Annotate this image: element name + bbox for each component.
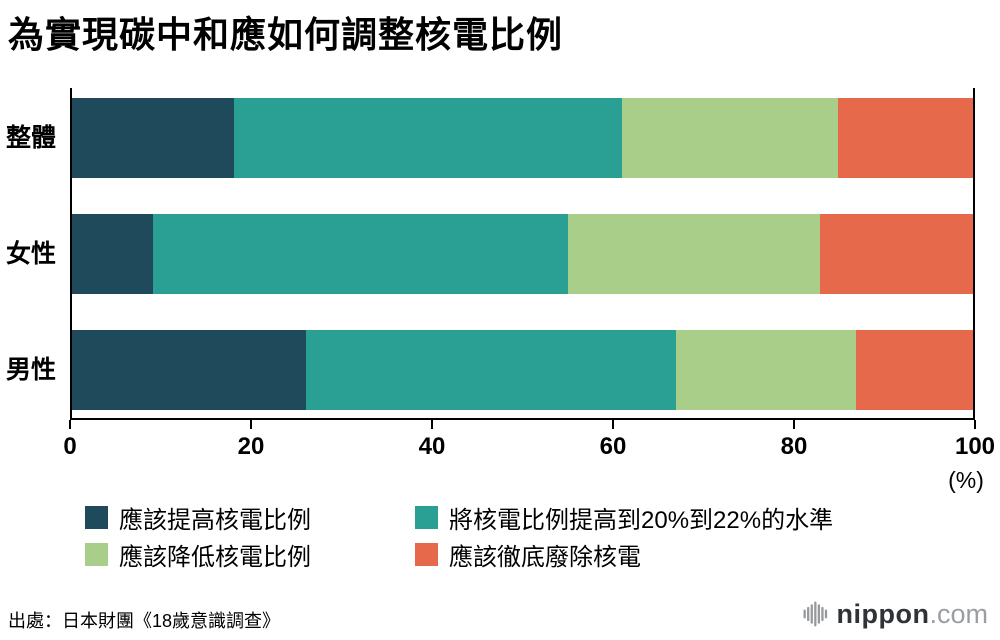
category-label: 整體: [6, 124, 57, 152]
logo-text: nippon.com: [837, 599, 988, 630]
bar-row: [72, 98, 973, 178]
bar-segment: [234, 98, 622, 178]
bar-segment: [675, 330, 856, 410]
bar-row: [72, 330, 973, 410]
bar-segment: [837, 98, 973, 178]
tick-mark: [250, 420, 252, 429]
tick-mark: [69, 420, 71, 429]
category-label: 男性: [6, 356, 57, 384]
tick-label: 40: [418, 433, 446, 460]
tick-label: 0: [63, 433, 77, 460]
legend-item: 將核電比例提高到20%到22%的水準: [415, 503, 834, 534]
soundwave-icon: [803, 601, 827, 627]
legend-label: 應該降低核電比例: [119, 544, 311, 571]
chart-title: 為實現碳中和應如何調整核電比例: [8, 14, 564, 55]
legend-item: 應該降低核電比例: [85, 540, 415, 571]
legend-swatch: [415, 506, 438, 529]
source-note: 出處：日本財團《18歲意識調查》: [8, 611, 281, 631]
bar-segment: [72, 98, 235, 178]
logo-brand: nippon: [836, 598, 930, 629]
tick-mark: [431, 420, 433, 429]
legend-item: 應該徹底廢除核電: [415, 540, 833, 571]
bar-segment: [819, 214, 973, 294]
legend-swatch: [415, 543, 438, 566]
legend-item: 應該提高核電比例: [85, 503, 415, 534]
bar-segment: [72, 214, 154, 294]
bar-segment: [306, 330, 676, 410]
legend-swatch: [85, 506, 108, 529]
nippon-logo: nippon.com: [802, 598, 988, 630]
tick-label: 100: [954, 433, 996, 460]
legend-swatch: [85, 543, 108, 566]
axis-unit-label: (%): [948, 467, 984, 493]
logo-domain: .com: [929, 598, 988, 629]
bar-segment: [567, 214, 820, 294]
bar-row: [72, 214, 973, 294]
tick-mark: [974, 420, 976, 429]
category-label: 女性: [6, 240, 57, 268]
tick-mark: [612, 420, 614, 429]
bar-segment: [855, 330, 973, 410]
plot-area: [70, 88, 975, 420]
bar-segment: [72, 330, 307, 410]
tick-label: 20: [237, 433, 265, 460]
legend-label: 應該徹底廢除核電: [449, 544, 641, 571]
legend-label: 將核電比例提高到20%到22%的水準: [449, 507, 834, 534]
legend: 應該提高核電比例 應該降低核電比例 將核電比例提高到20%到22%的水準 應該徹底廢除…: [85, 503, 834, 571]
tick-label: 60: [599, 433, 627, 460]
bar-segment: [621, 98, 838, 178]
bar-segment: [153, 214, 568, 294]
tick-label: 80: [780, 433, 808, 460]
legend-label: 應該提高核電比例: [119, 507, 311, 534]
tick-mark: [793, 420, 795, 429]
